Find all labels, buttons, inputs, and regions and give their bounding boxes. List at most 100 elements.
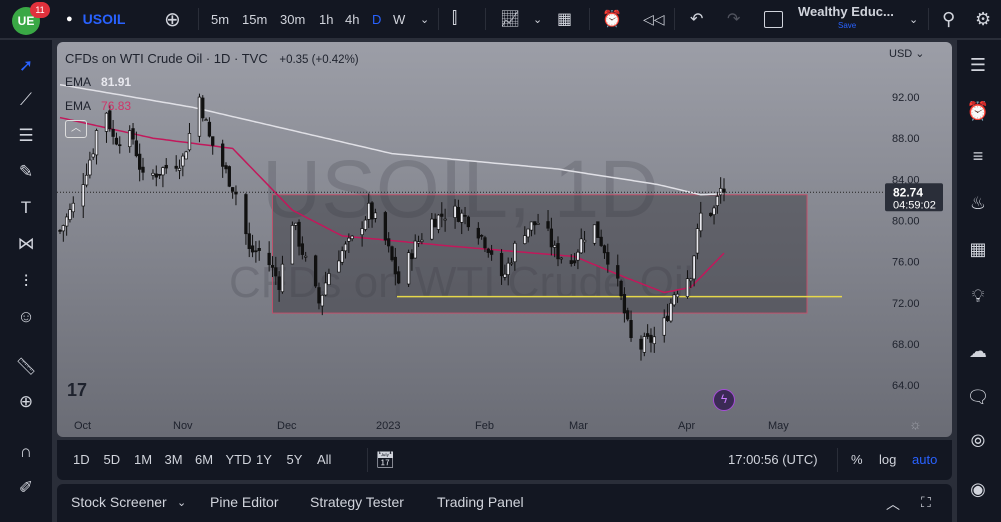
chevron-down-icon[interactable]: ⌄	[177, 497, 187, 509]
interval-30m[interactable]: 30m	[280, 12, 306, 27]
watermark-description: CFDs on WTI Crude Oil	[229, 258, 694, 307]
tab-trading-panel[interactable]: Trading Panel	[437, 494, 524, 510]
clock[interactable]: 17:00:56 (UTC)	[728, 452, 818, 467]
range-1D[interactable]: 1D	[73, 452, 90, 467]
tab-stock-screener[interactable]: Stock Screener	[71, 494, 167, 510]
hotlist-icon[interactable]: ♨	[969, 193, 987, 213]
chart-area[interactable]: USOIL, 1DCFDs on WTI Crude Oil92.0088.00…	[57, 42, 952, 437]
gear-icon[interactable]: ⚙	[975, 8, 992, 29]
candle-body	[639, 338, 643, 350]
range-3M[interactable]: 3M	[164, 452, 183, 467]
ema-slow-legend[interactable]: EMA 76.83	[65, 99, 132, 113]
goto-date-icon[interactable]: 📅︎	[375, 452, 396, 469]
candle-body	[669, 302, 673, 322]
range-YTD[interactable]: YTD	[225, 452, 252, 467]
candle-body	[244, 194, 248, 235]
candle-body	[297, 221, 301, 247]
text-icon[interactable]: T	[20, 198, 32, 217]
list-add-icon[interactable]: ≡	[972, 146, 984, 166]
price-chart[interactable]: USOIL, 1DCFDs on WTI Crude Oil92.0088.00…	[57, 42, 952, 437]
interval-W[interactable]: W	[393, 12, 406, 27]
candle-body	[211, 136, 215, 146]
candle-body	[157, 173, 162, 176]
chevron-down-icon[interactable]: ⌄	[909, 13, 919, 26]
candle-body	[430, 218, 434, 240]
range-5Y[interactable]: 5Y	[286, 452, 303, 467]
tab-pine-editor[interactable]: Pine Editor	[210, 494, 279, 510]
range-5D[interactable]: 5D	[103, 452, 121, 467]
undo-icon[interactable]: ↶	[690, 11, 704, 28]
emoji-icon[interactable]: ☺	[17, 307, 35, 326]
interval-4h[interactable]: 4h	[345, 12, 360, 27]
stream-icon[interactable]: ⦾	[970, 431, 986, 451]
candle-body	[61, 225, 65, 232]
candle-body	[227, 166, 231, 187]
collapse-legend-button[interactable]: ︿	[65, 120, 87, 138]
calendar-icon[interactable]: ▦	[969, 239, 987, 259]
range-1M[interactable]: 1M	[134, 452, 153, 467]
lock-drawing-icon[interactable]: ✐	[18, 478, 34, 497]
redo-icon[interactable]: ↷	[727, 11, 741, 28]
tab-strategy-tester[interactable]: Strategy Tester	[310, 494, 404, 510]
forecast-icon[interactable]: ⫶	[23, 272, 29, 291]
candle-body	[363, 219, 368, 230]
range-6M[interactable]: 6M	[195, 452, 214, 467]
log-toggle[interactable]: log	[879, 452, 897, 467]
zoom-in-icon[interactable]: ⊕	[18, 392, 34, 411]
maximize-icon[interactable]: ⛶	[921, 494, 931, 510]
candle-body	[479, 234, 484, 237]
chevron-down-icon[interactable]: ⌄	[533, 13, 543, 26]
brush-icon[interactable]: ✎	[18, 162, 34, 181]
ideas-icon[interactable]: 💡︎	[971, 286, 985, 306]
candle-body	[606, 252, 610, 265]
alarm-icon[interactable]: ⏰	[966, 101, 990, 121]
candle-body	[602, 245, 607, 254]
interval-5m[interactable]: 5m	[211, 12, 230, 27]
trend-line-icon[interactable]: ⟋	[20, 90, 32, 109]
candle-body	[460, 212, 464, 223]
replay-icon[interactable]: ◁◁	[643, 10, 665, 27]
pattern-icon[interactable]: ⋈	[17, 234, 35, 253]
fullscreen-toggle-icon[interactable]	[764, 0, 783, 38]
candle-body	[187, 133, 192, 151]
fib-icon[interactable]: ☰	[18, 126, 34, 145]
candle-body	[294, 222, 298, 226]
candle-body	[118, 144, 122, 147]
broadcast-icon[interactable]: ◉	[970, 479, 986, 499]
candle-body	[626, 310, 630, 320]
interval-D[interactable]: D	[372, 12, 382, 27]
symbol-search[interactable]: ● USOIL	[66, 0, 125, 38]
currency-selector[interactable]: USD ⌄	[889, 48, 925, 60]
indicators-icon[interactable]: 📈︎	[500, 11, 521, 28]
chevron-down-icon[interactable]: ⌄	[420, 13, 430, 26]
search-icon[interactable]: ⚲	[942, 8, 956, 29]
compare-add-icon[interactable]: ⊕	[164, 8, 181, 31]
candle-body	[221, 143, 225, 167]
chat-icon[interactable]: ☁	[969, 341, 987, 361]
chevron-up-icon[interactable]: ︿	[886, 496, 900, 512]
interval-1h[interactable]: 1h	[319, 12, 334, 27]
layout-name-button[interactable]: Wealthy Educ... Save	[798, 4, 894, 31]
candle-body	[304, 255, 308, 258]
candle-body	[340, 250, 344, 263]
candle-type-icon[interactable]: ⫿	[452, 10, 458, 27]
auto-toggle[interactable]: auto	[912, 452, 938, 467]
lightning-icon[interactable]: ϟ	[713, 389, 735, 411]
ema-fast-legend[interactable]: EMA 81.91	[65, 75, 132, 89]
interval-15m[interactable]: 15m	[242, 12, 268, 27]
percent-toggle[interactable]: %	[851, 452, 863, 467]
watchlist-icon[interactable]: ☰	[969, 55, 987, 75]
candle-body	[596, 221, 600, 238]
alert-add-icon[interactable]: ⏰	[602, 11, 622, 28]
messages-icon[interactable]: 🗨︎	[966, 387, 990, 407]
candle-body	[390, 246, 394, 261]
magnet-icon[interactable]: ∩	[19, 442, 33, 461]
ruler-icon[interactable]: 📏︎	[15, 357, 37, 376]
settings-sun-icon[interactable]: ☼	[909, 416, 922, 432]
range-1Y[interactable]: 1Y	[256, 452, 272, 467]
range-All[interactable]: All	[317, 452, 332, 467]
candle-body	[622, 294, 627, 314]
layout-grid-icon[interactable]: ▦	[557, 11, 573, 28]
cursor-icon[interactable]: ➚	[18, 56, 34, 75]
candle-body	[416, 241, 421, 244]
